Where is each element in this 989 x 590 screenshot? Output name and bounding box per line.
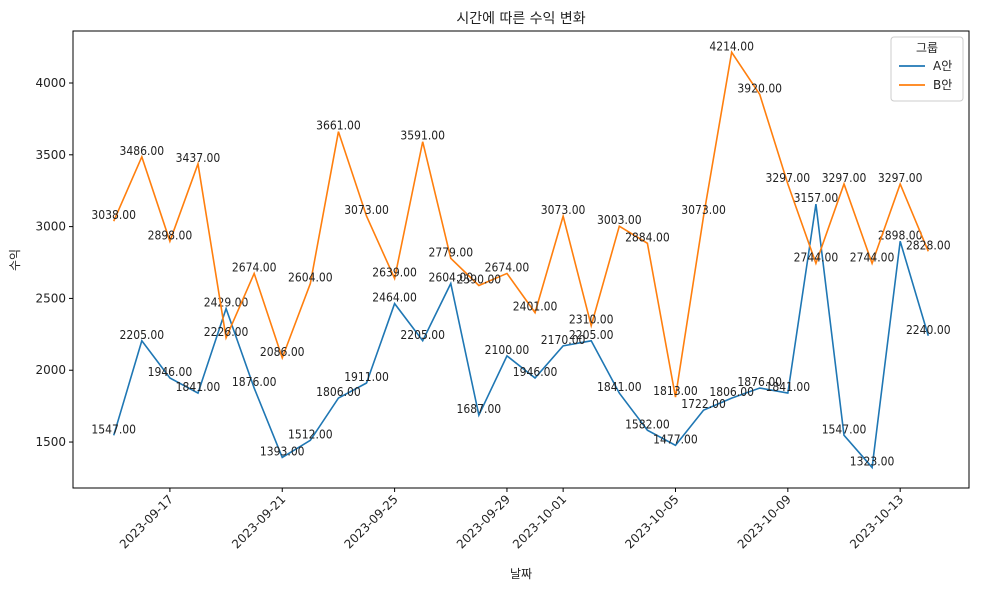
data-label: 2100.00 [485,343,530,357]
data-label: 1946.00 [513,365,558,379]
x-tick-label: 2023-10-09 [735,492,794,551]
data-label: 1512.00 [288,427,333,441]
data-label: 2310.00 [569,313,614,327]
data-label: 3073.00 [681,203,726,217]
data-label: 3661.00 [316,119,361,133]
data-label: 2604.00 [288,270,333,284]
y-tick-label: 3500 [35,148,66,162]
data-label: 2604.00 [428,270,473,284]
data-label: 3591.00 [400,129,445,143]
data-label: 2205.00 [119,328,164,342]
data-label: 1806.00 [709,385,754,399]
data-label: 3157.00 [794,191,839,205]
data-label: 2590.00 [457,272,502,286]
data-label: 2779.00 [428,245,473,259]
data-label: 1946.00 [148,365,193,379]
x-tick-label: 2023-10-01 [510,492,569,551]
data-label: 2898.00 [878,228,923,242]
data-label: 2674.00 [485,260,530,274]
x-tick-label: 2023-10-13 [847,492,906,551]
data-label: 2884.00 [625,230,670,244]
data-label: 2898.00 [148,228,193,242]
data-label: 3920.00 [737,81,782,95]
data-label: 1813.00 [653,384,698,398]
y-tick-label: 2500 [35,291,66,305]
data-label: 4214.00 [709,39,754,53]
y-axis-label: 수익 [8,249,22,271]
series-line [112,50,930,398]
data-label: 2401.00 [513,300,558,314]
legend-label: B안 [933,78,952,92]
y-tick-label: 4000 [35,76,66,90]
data-label: 2639.00 [372,265,417,279]
data-label: 1841.00 [597,380,642,394]
data-label: 1722.00 [681,397,726,411]
data-label: 2744.00 [850,250,895,264]
data-label: 1477.00 [653,432,698,446]
y-tick-label: 1500 [35,435,66,449]
x-tick-label: 2023-09-29 [454,492,513,551]
legend-title: 그룹 [916,41,938,55]
data-label: 3437.00 [176,151,221,165]
data-label: 3297.00 [822,171,867,185]
data-label: 2205.00 [569,328,614,342]
x-tick-label: 2023-09-17 [117,492,176,551]
data-label: 3073.00 [344,203,389,217]
plot-frame [72,30,970,489]
data-label: 1547.00 [822,422,867,436]
data-label: 3486.00 [119,144,164,158]
data-label: 1911.00 [344,370,389,384]
data-label: 2744.00 [794,250,839,264]
x-tick-label: 2023-09-21 [229,492,288,551]
x-axis-label: 날짜 [510,567,532,581]
y-tick-label: 3000 [35,220,66,234]
data-label: 2170.00 [541,333,586,347]
data-label: 1876.00 [737,375,782,389]
data-label: 2674.00 [232,260,277,274]
data-label: 1547.00 [91,422,136,436]
data-label: 2429.00 [204,296,249,310]
data-label: 2464.00 [372,291,417,305]
data-label: 1393.00 [260,444,305,458]
data-label: 2205.00 [400,328,445,342]
data-label: 1841.00 [176,380,221,394]
data-label: 2086.00 [260,345,305,359]
data-label: 3297.00 [878,171,923,185]
data-label: 2240.00 [906,323,951,337]
x-tick-label: 2023-09-25 [342,492,401,551]
legend-label: A안 [933,59,952,73]
data-label: 2828.00 [906,238,951,252]
data-label: 3297.00 [766,171,811,185]
data-label: 2226.00 [204,325,249,339]
data-label: 3038.00 [91,208,136,222]
data-label: 3003.00 [597,213,642,227]
data-label: 1841.00 [766,380,811,394]
data-label: 3073.00 [541,203,586,217]
data-label: 1687.00 [457,402,502,416]
data-label: 1876.00 [232,375,277,389]
y-tick-label: 2000 [35,363,66,377]
data-label: 1323.00 [850,454,895,468]
x-tick-label: 2023-10-05 [622,492,681,551]
series-line [112,203,930,470]
data-label: 1582.00 [625,417,670,431]
chart-title: 시간에 따른 수익 변화 [456,11,585,27]
data-label: 1806.00 [316,385,361,399]
